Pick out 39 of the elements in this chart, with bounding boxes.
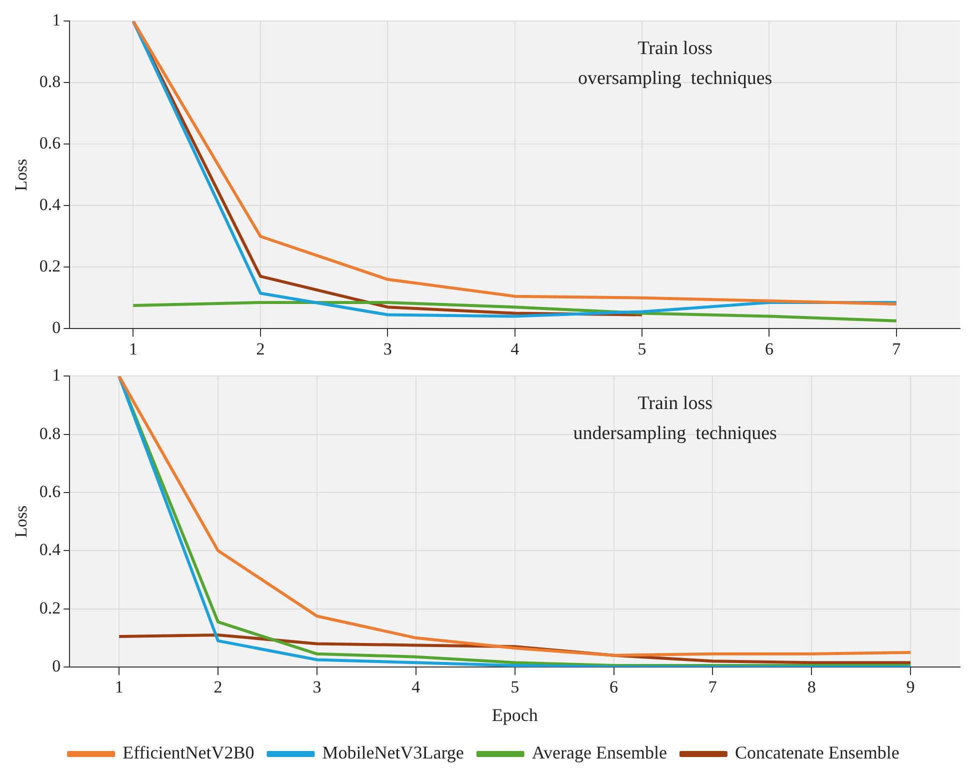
y-tick-label: 0.6 [39,482,61,501]
x-tick-label: 6 [610,678,618,697]
annotation: Train loss [638,393,712,414]
x-tick-label: 9 [906,678,915,697]
y-tick-label: 0.8 [39,424,61,443]
annotation: Train loss [638,38,712,60]
x-tick-label: 8 [807,678,816,697]
x-tick-label: 4 [510,339,520,358]
y-tick-label: 0.2 [39,256,61,276]
x-tick-label: 5 [638,339,646,358]
x-tick-label: 3 [383,339,392,358]
x-tick-label: 7 [708,678,718,697]
x-tick-label: 2 [214,678,222,697]
annotation: undersampling techniques [573,423,777,444]
y-tick-label: 0.2 [39,598,61,618]
x-tick-label: 5 [510,678,520,697]
legend-label: EfficientNetV2B0 [122,742,254,763]
y-axis-title: Loss [12,158,31,191]
y-tick-label: 0.4 [39,540,62,560]
x-tick-label: 1 [128,339,138,358]
y-tick-label: 0.8 [39,72,61,92]
annotation: oversampling techniques [578,68,772,90]
x-tick-label: 3 [312,678,322,697]
y-tick-label: 0.6 [39,134,61,153]
x-tick-label: 4 [412,678,421,697]
x-tick-label: 7 [892,339,902,358]
legend-label: Concatenate Ensemble [734,742,900,763]
y-tick-label: 1 [52,10,61,30]
y-tick-label: 1 [52,366,61,385]
x-tick-label: 6 [764,339,774,358]
y-tick-label: 0.4 [39,195,62,214]
legend-label: Average Ensemble [532,742,667,763]
y-axis-title: Loss [12,506,31,538]
y-tick-label: 0 [52,318,61,338]
legend-label: MobileNetV3Large [322,742,464,763]
x-axis-title: Epoch [492,704,538,725]
x-tick-label: 2 [256,339,265,358]
y-tick-label: 0 [52,656,61,676]
x-tick-label: 1 [114,678,124,697]
